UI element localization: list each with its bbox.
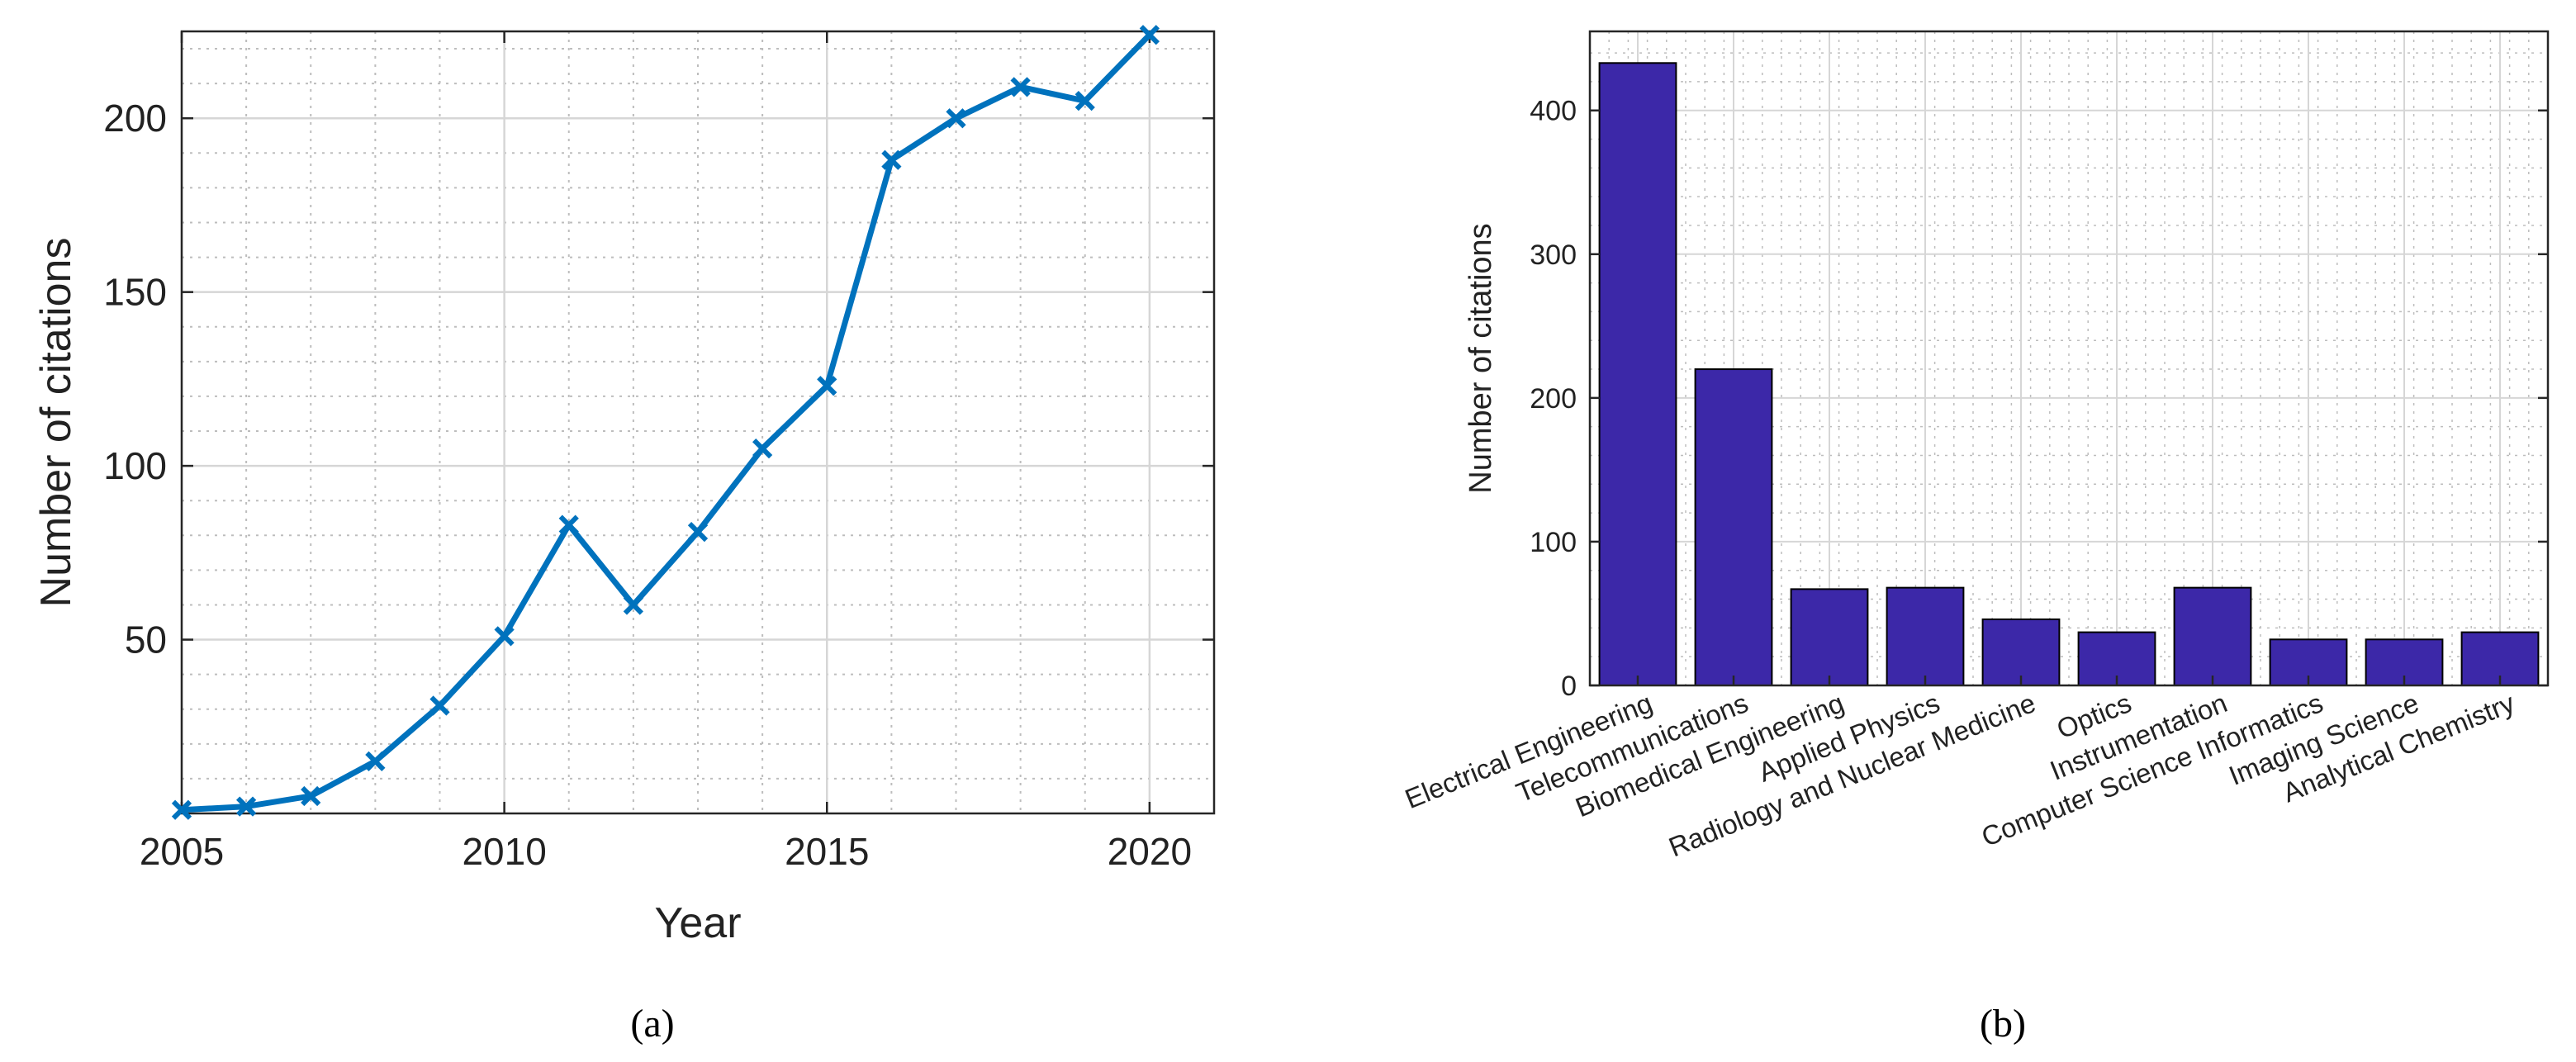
series-line <box>181 32 1152 813</box>
y-tick-label: 0 <box>1561 671 1577 702</box>
chart-a-citations-per-year: 50 100 150 200 2005 2010 2015 2020 Year Number of… <box>32 25 1216 947</box>
data-point <box>687 521 709 543</box>
bar <box>1886 586 1965 687</box>
x-tick-label: 2005 <box>140 830 224 873</box>
data-point <box>301 785 321 807</box>
data-point <box>429 695 450 716</box>
caption-b: (b) <box>1980 1002 2026 1045</box>
data-point <box>1010 77 1031 97</box>
x-tick-label: 2010 <box>462 830 546 873</box>
y-axis-label: Number of citations <box>32 238 80 608</box>
bar <box>2173 586 2252 687</box>
y-axis-label: Number of citations <box>1464 223 1498 493</box>
plot-area-frame <box>180 30 1216 815</box>
x-tick-label: 2015 <box>785 830 869 873</box>
plot-area-frame <box>1588 30 2550 687</box>
bar <box>1981 618 2061 687</box>
data-point <box>494 626 515 647</box>
y-tick-label: 300 <box>1530 239 1577 271</box>
bar <box>1790 588 1869 687</box>
y-tick-label: 200 <box>103 97 167 140</box>
y-tick-label: 400 <box>1530 96 1577 127</box>
data-point <box>817 376 837 396</box>
y-tick-label: 50 <box>125 619 167 661</box>
data-point <box>881 149 902 170</box>
data-point <box>1075 91 1095 111</box>
data-point <box>946 108 966 129</box>
y-tick-label: 100 <box>1530 527 1577 558</box>
data-point <box>171 799 192 820</box>
caption-a: (a) <box>630 1002 674 1045</box>
x-axis-label: Year <box>654 899 741 947</box>
bar <box>1598 62 1677 687</box>
y-tick-label: 150 <box>103 271 167 314</box>
y-tick-label: 100 <box>103 444 167 487</box>
x-tick-label: 2020 <box>1108 830 1192 873</box>
y-tick-label: 200 <box>1530 383 1577 415</box>
data-point <box>1139 25 1160 45</box>
data-point <box>365 751 386 771</box>
bar <box>1694 368 1773 686</box>
data-point <box>558 514 579 535</box>
data-point <box>623 595 643 615</box>
data-point <box>752 438 773 459</box>
data-point <box>236 796 257 817</box>
